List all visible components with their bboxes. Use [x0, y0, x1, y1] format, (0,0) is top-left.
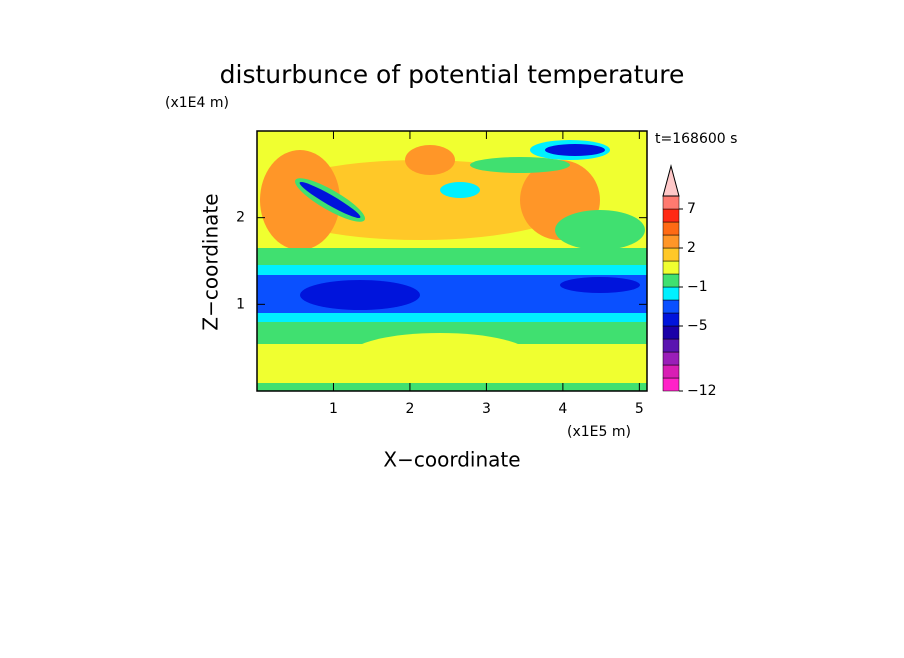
- x-tick-label: 2: [405, 401, 414, 417]
- colorbar-swatch: [662, 325, 680, 340]
- colorbar-swatch: [662, 260, 680, 275]
- x-tick-label: 1: [329, 401, 338, 417]
- y-tick-label: 2: [236, 210, 245, 226]
- colorbar-swatch: [662, 312, 680, 327]
- x-tick-label: 5: [635, 401, 644, 417]
- contour-field: [257, 131, 647, 391]
- plot-frame: [256, 130, 648, 392]
- colorbar-swatch: [662, 273, 680, 288]
- x-tick-label: 4: [558, 401, 567, 417]
- colorbar-swatch: [662, 195, 680, 210]
- colorbar-swatch: [662, 377, 680, 392]
- colorbar-extension: [662, 164, 680, 197]
- colorbar-tick-label: 7: [687, 201, 696, 217]
- x-unit: (x1E5 m): [567, 424, 631, 440]
- y-tick-label: 1: [236, 296, 245, 312]
- colorbar-swatch: [662, 286, 680, 301]
- annotation: t=168600 s: [655, 131, 737, 147]
- colorbar-tick-label: −12: [687, 383, 717, 399]
- colorbar-swatch: [662, 351, 680, 366]
- x-tick-label: 3: [482, 401, 491, 417]
- colorbar-swatch: [662, 247, 680, 262]
- colorbar-tick-label: −1: [687, 279, 708, 295]
- chart-title: disturbunce of potential temperature: [220, 60, 685, 89]
- colorbar-swatch: [662, 299, 680, 314]
- colorbar-swatch: [662, 338, 680, 353]
- colorbar-swatch: [662, 364, 680, 379]
- x-axis-label: X−coordinate: [383, 448, 520, 472]
- colorbar-swatch: [662, 208, 680, 223]
- colorbar-swatch: [662, 234, 680, 249]
- y-unit: (x1E4 m): [165, 95, 229, 111]
- colorbar-swatch: [662, 221, 680, 236]
- colorbar-tick-label: −5: [687, 318, 708, 334]
- colorbar-tick-label: 2: [687, 240, 696, 256]
- y-axis-label: Z−coordinate: [199, 193, 223, 330]
